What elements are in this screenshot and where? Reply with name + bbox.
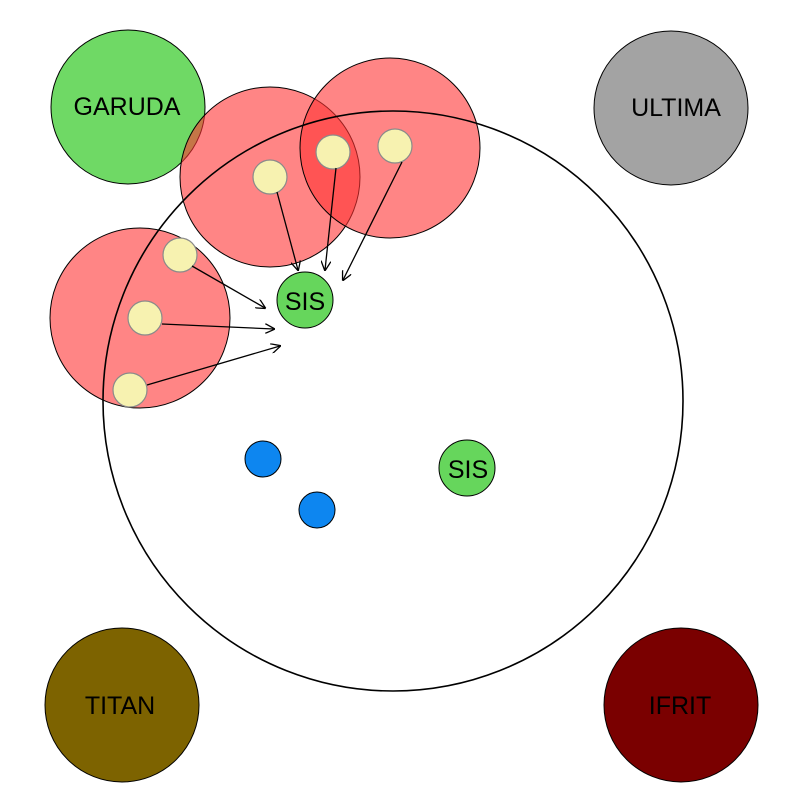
boss-ifrit-circle: [603, 627, 759, 783]
sis-marker-label: SIS: [285, 288, 325, 316]
boss-ifrit-label: IFRIT: [649, 692, 712, 720]
boss-garuda-circle: [50, 29, 206, 185]
boss-garuda-label: GARUDA: [74, 93, 181, 121]
player-dot: [315, 134, 351, 170]
sis-marker-circle: [276, 271, 334, 329]
blue-marker-group: [244, 440, 336, 529]
boss-ultima-circle: [593, 30, 749, 186]
boss-titan-label: TITAN: [85, 692, 155, 720]
player-dot: [377, 128, 413, 164]
player-group: [112, 128, 413, 408]
player-dot: [127, 300, 163, 336]
boss-garuda: GARUDA: [50, 29, 206, 185]
player-dot: [162, 237, 198, 273]
boss-titan: TITAN: [44, 627, 200, 783]
player-dot: [112, 372, 148, 408]
sis-marker-circle: [438, 439, 496, 497]
boss-ultima: ULTIMA: [593, 30, 749, 186]
arrow: [161, 323, 274, 329]
player-dot: [252, 159, 288, 195]
sis-marker-lower: SIS: [438, 439, 496, 497]
arrow: [325, 167, 337, 270]
arena-circle: [102, 110, 684, 692]
boss-titan-circle: [44, 627, 200, 783]
sis-marker-upper: SIS: [276, 271, 334, 329]
arrow: [146, 346, 280, 386]
arrow-group: [146, 161, 403, 386]
arrow: [276, 191, 298, 270]
arrow: [191, 265, 265, 308]
boss-ultima-label: ULTIMA: [631, 94, 721, 122]
boss-ifrit: IFRIT: [603, 627, 759, 783]
blue-marker: [298, 491, 336, 529]
blue-marker: [244, 440, 282, 478]
arrow: [343, 161, 403, 280]
sis-marker-label: SIS: [448, 456, 488, 484]
